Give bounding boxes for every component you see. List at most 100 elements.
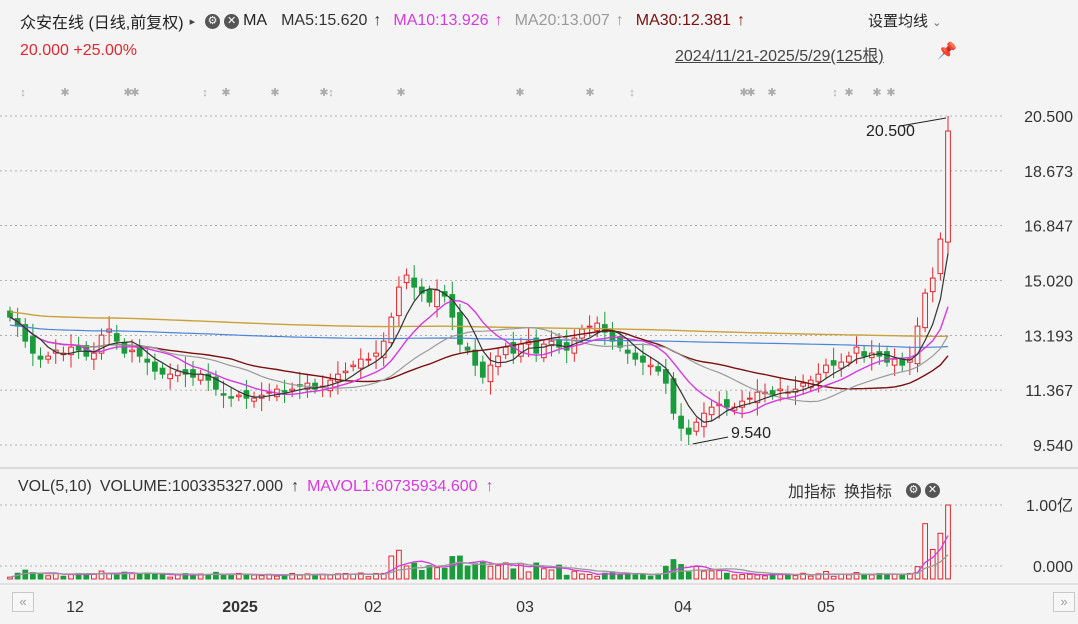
double-left-icon[interactable]: « xyxy=(12,592,34,612)
candle-body xyxy=(472,349,479,366)
event-marker-icon: ✱ xyxy=(585,87,594,99)
candle-body xyxy=(342,370,349,374)
candle-body xyxy=(434,289,440,308)
ma60-line xyxy=(9,324,949,348)
volume-bar xyxy=(693,565,700,580)
candle-body xyxy=(411,277,418,288)
event-marker-icon: ✱ xyxy=(60,87,69,99)
mavol-value: MAVOL1:60735934.600 xyxy=(307,478,478,495)
y-tick-label: 13.193 xyxy=(1024,328,1073,345)
volume-bar xyxy=(701,570,707,580)
vol-tick-label: 0.000 xyxy=(1033,559,1073,576)
volume-bar xyxy=(464,565,471,580)
x-tick-label: 04 xyxy=(674,599,692,616)
candle-body xyxy=(167,373,174,380)
setting-ma-button[interactable]: 设置均线 ⌄ xyxy=(868,10,941,31)
volume-bar xyxy=(601,572,608,580)
volume-bar xyxy=(60,575,67,580)
candle-body xyxy=(662,369,669,384)
setting-ma-label: 设置均线 xyxy=(868,13,929,30)
candle-body xyxy=(655,366,662,372)
candle-body xyxy=(884,351,890,363)
volume-bar xyxy=(22,569,29,580)
candle-body xyxy=(91,352,97,360)
volume-bar xyxy=(98,570,105,580)
close-icon[interactable]: ✕ xyxy=(925,482,941,498)
volume-bar xyxy=(731,574,738,580)
pin-icon[interactable]: 📌 xyxy=(937,43,957,60)
candle-body xyxy=(174,370,181,377)
candle-body xyxy=(899,358,906,366)
high-annotation: 20.500 xyxy=(866,123,915,140)
volume-bar xyxy=(251,574,257,580)
ma120-line xyxy=(9,311,949,337)
event-marker-icon: ✱ xyxy=(767,87,776,99)
volume-bar xyxy=(632,574,639,580)
candle-body xyxy=(129,349,135,353)
candle-body xyxy=(502,346,509,356)
candle-body xyxy=(922,292,928,329)
volume-bar xyxy=(815,573,822,580)
chevron-right-icon[interactable]: ▸ xyxy=(189,15,196,28)
volume-bar xyxy=(823,571,829,580)
ma10-arrow: ↑ xyxy=(494,12,503,29)
ma5-line xyxy=(9,253,949,423)
candle-body xyxy=(609,330,616,342)
volume-bar xyxy=(426,565,433,580)
switch-indicator-button[interactable]: 换指标 xyxy=(844,484,893,501)
double-right-icon[interactable]: » xyxy=(1053,592,1075,612)
volume-bar xyxy=(121,571,128,580)
close-icon[interactable]: ✕ xyxy=(224,13,240,29)
volume-bar xyxy=(403,565,410,580)
gear-icon[interactable]: ⚙ xyxy=(906,482,922,498)
volume-bar xyxy=(396,549,402,580)
volume-bar xyxy=(556,564,562,580)
candle-body xyxy=(335,373,341,383)
volume-header: VOL(5,10) VOLUME:100335327.000 ↑ MAVOL1:… xyxy=(18,478,502,496)
candle-body xyxy=(113,333,120,342)
event-marker-icon: ✱ xyxy=(319,87,328,99)
candle-body xyxy=(426,289,433,303)
volume-bar xyxy=(441,567,448,580)
volume-bar xyxy=(228,574,235,580)
ma-label: MA xyxy=(243,12,268,29)
event-marker-icon: ✱ xyxy=(396,87,405,99)
event-marker-icon: ↕ xyxy=(832,87,838,99)
volume-bar xyxy=(235,572,242,580)
candle-body xyxy=(98,334,105,354)
volume-bar xyxy=(540,568,547,580)
stock-title[interactable]: 众安在线 (日线,前复权) xyxy=(20,15,184,32)
candle-body xyxy=(312,382,318,390)
volume-bar xyxy=(449,556,456,580)
volume-bar xyxy=(754,574,761,580)
candle-body xyxy=(357,358,364,369)
volume-bar xyxy=(945,504,951,580)
vol-tick-label: 1.00亿 xyxy=(1026,497,1073,515)
volume-bar xyxy=(205,574,212,580)
candle-body xyxy=(861,351,867,357)
volume-bar xyxy=(586,574,593,580)
gear-icon[interactable]: ⚙ xyxy=(205,13,221,29)
volume-bar xyxy=(243,574,250,580)
candle-body xyxy=(464,346,471,351)
date-range[interactable]: 2024/11/21-2025/5/29(125根) xyxy=(675,48,884,65)
candle-body xyxy=(418,286,425,294)
volume-bar xyxy=(327,574,334,580)
candle-body xyxy=(30,336,36,354)
candle-body xyxy=(830,360,837,366)
add-indicator-button[interactable]: 加指标 xyxy=(788,484,837,501)
candle-body xyxy=(37,355,44,360)
event-marker-icon: ✱ xyxy=(886,87,895,99)
candle-body xyxy=(678,415,684,429)
candle-body xyxy=(479,361,486,378)
volume-bar xyxy=(357,572,364,580)
volume-bar xyxy=(220,574,227,580)
event-marker-icon: ↕ xyxy=(629,87,635,99)
volume-bar xyxy=(479,562,486,580)
event-marker-icon: ✱ xyxy=(746,87,755,99)
volume-bar xyxy=(152,573,158,580)
volume-bar xyxy=(861,573,867,580)
ma20-arrow: ↑ xyxy=(615,12,624,29)
event-marker-icon: ↕ xyxy=(20,87,26,99)
